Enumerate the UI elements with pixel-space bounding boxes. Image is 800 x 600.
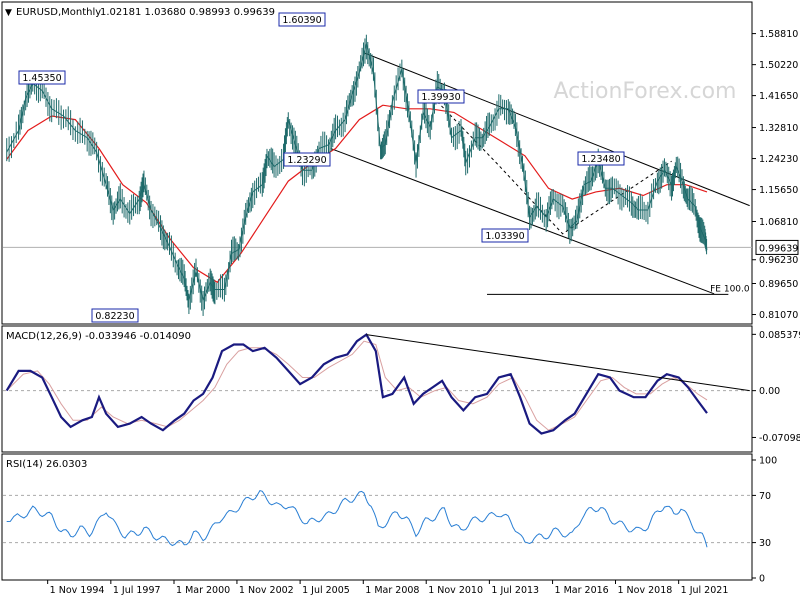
- macd-label: MACD(12,26,9) -0.033946 -0.014090: [6, 331, 191, 342]
- ohlc-label: 1.02181 1.03680 0.98993 0.99639: [100, 7, 275, 18]
- price-plot: FE 100.0 1.45350 1.60390 1.39930 1.23290 1.03…: [3, 12, 752, 323]
- price-annotation-label: 1.39930: [421, 92, 460, 103]
- macd-plot: [3, 333, 752, 435]
- price-annotation-label: 1.60390: [282, 15, 321, 26]
- rsi-label: RSI(14) 26.0303: [6, 459, 87, 470]
- x-tick-label: 1 Mar 2008: [365, 585, 419, 596]
- price-annotation-box: [417, 89, 465, 104]
- dashed-projection-line: [436, 101, 672, 235]
- macd-line: [5, 333, 708, 435]
- current-price-box: [755, 239, 799, 255]
- price-panel-frame: [1, 1, 753, 325]
- rsi-y-tick-label: 100: [759, 456, 777, 467]
- price-y-tick-label: 1.50220: [759, 60, 798, 71]
- price-annotation-box: [283, 152, 331, 167]
- price-line: [6, 43, 708, 302]
- rsi-line: [6, 490, 708, 548]
- x-tick-label: 1 Nov 2002: [239, 585, 294, 596]
- macd-y-axis: 0.085379 0.00 -0.070989: [752, 330, 800, 444]
- x-tick-label: 1 Mar 2000: [176, 585, 230, 596]
- x-tick-label: 1 Mar 2016: [555, 585, 609, 596]
- x-tick-label: 1 Nov 2010: [428, 585, 483, 596]
- x-tick-label: 1 Jul 2005: [302, 585, 350, 596]
- symbol-arrow-icon: ▼: [5, 8, 12, 18]
- current-price-label: 0.99639: [759, 243, 798, 254]
- macd-y-tick-label: 0.00: [759, 386, 780, 397]
- price-y-tick-label: 1.58810: [759, 29, 798, 40]
- price-y-tick-label: 1.24230: [759, 154, 798, 165]
- rsi-panel-frame: [1, 453, 753, 581]
- rsi-plot: [3, 490, 752, 548]
- x-tick-label: 1 Nov 1994: [50, 585, 105, 596]
- price-y-tick-label: 1.06810: [759, 217, 798, 228]
- x-axis: 1 Nov 1994 1 Jul 1997 1 Mar 2000 1 Nov 2002…: [47, 580, 729, 596]
- price-annotation-label: 0.82230: [95, 311, 134, 322]
- price-y-tick-label: 0.89650: [759, 279, 798, 290]
- x-tick-label: 1 Jul 2021: [681, 585, 729, 596]
- rsi-y-tick-label: 0: [759, 574, 765, 585]
- price-annotation-label: 1.23290: [287, 155, 326, 166]
- price-y-axis: 1.58810 1.50220 1.41650 1.32810 1.24230 1.156…: [752, 29, 799, 321]
- x-tick-label: 1 Nov 2018: [617, 585, 672, 596]
- price-annotation-label: 1.45350: [22, 73, 61, 84]
- macd-y-tick-label: -0.070989: [759, 433, 800, 444]
- price-y-tick-label: 0.96230: [759, 255, 798, 266]
- x-tick-label: 1 Jul 2013: [491, 585, 539, 596]
- price-y-tick-label: 0.81070: [759, 310, 798, 321]
- price-panel-header: ▼ EURUSD,Monthly 1.02181 1.03680 0.98993…: [5, 7, 275, 18]
- symbol-label: EURUSD,Monthly: [16, 7, 101, 18]
- price-annotation-box: [91, 308, 139, 323]
- macd-y-tick-label: 0.085379: [759, 330, 800, 341]
- price-annotation-box: [577, 151, 625, 166]
- price-y-tick-label: 1.41650: [759, 91, 798, 102]
- price-annotation-label: 1.23480: [581, 154, 620, 165]
- x-tick-label: 1 Jul 1997: [113, 585, 161, 596]
- price-y-tick-label: 1.32810: [759, 123, 798, 134]
- macd-panel-frame: [1, 325, 753, 453]
- macd-trendline: [366, 334, 750, 392]
- rsi-y-axis: 100 70 30 0: [752, 456, 777, 585]
- channel-lower-line: [330, 148, 715, 295]
- moving-average-line: [6, 104, 708, 284]
- rsi-y-tick-label: 70: [759, 491, 771, 502]
- price-annotation-box: [481, 228, 529, 243]
- price-annotation-label: 1.03390: [485, 231, 524, 242]
- price-annotation-box: [278, 12, 326, 27]
- price-annotation-box: [18, 70, 66, 85]
- rsi-y-tick-label: 30: [759, 538, 771, 549]
- watermark: ActionForex.com: [554, 79, 737, 104]
- price-bars: [6, 34, 708, 316]
- channel-upper-line: [363, 52, 750, 207]
- price-y-tick-label: 1.15650: [759, 185, 798, 196]
- fe-level-label: FE 100.0: [710, 284, 750, 294]
